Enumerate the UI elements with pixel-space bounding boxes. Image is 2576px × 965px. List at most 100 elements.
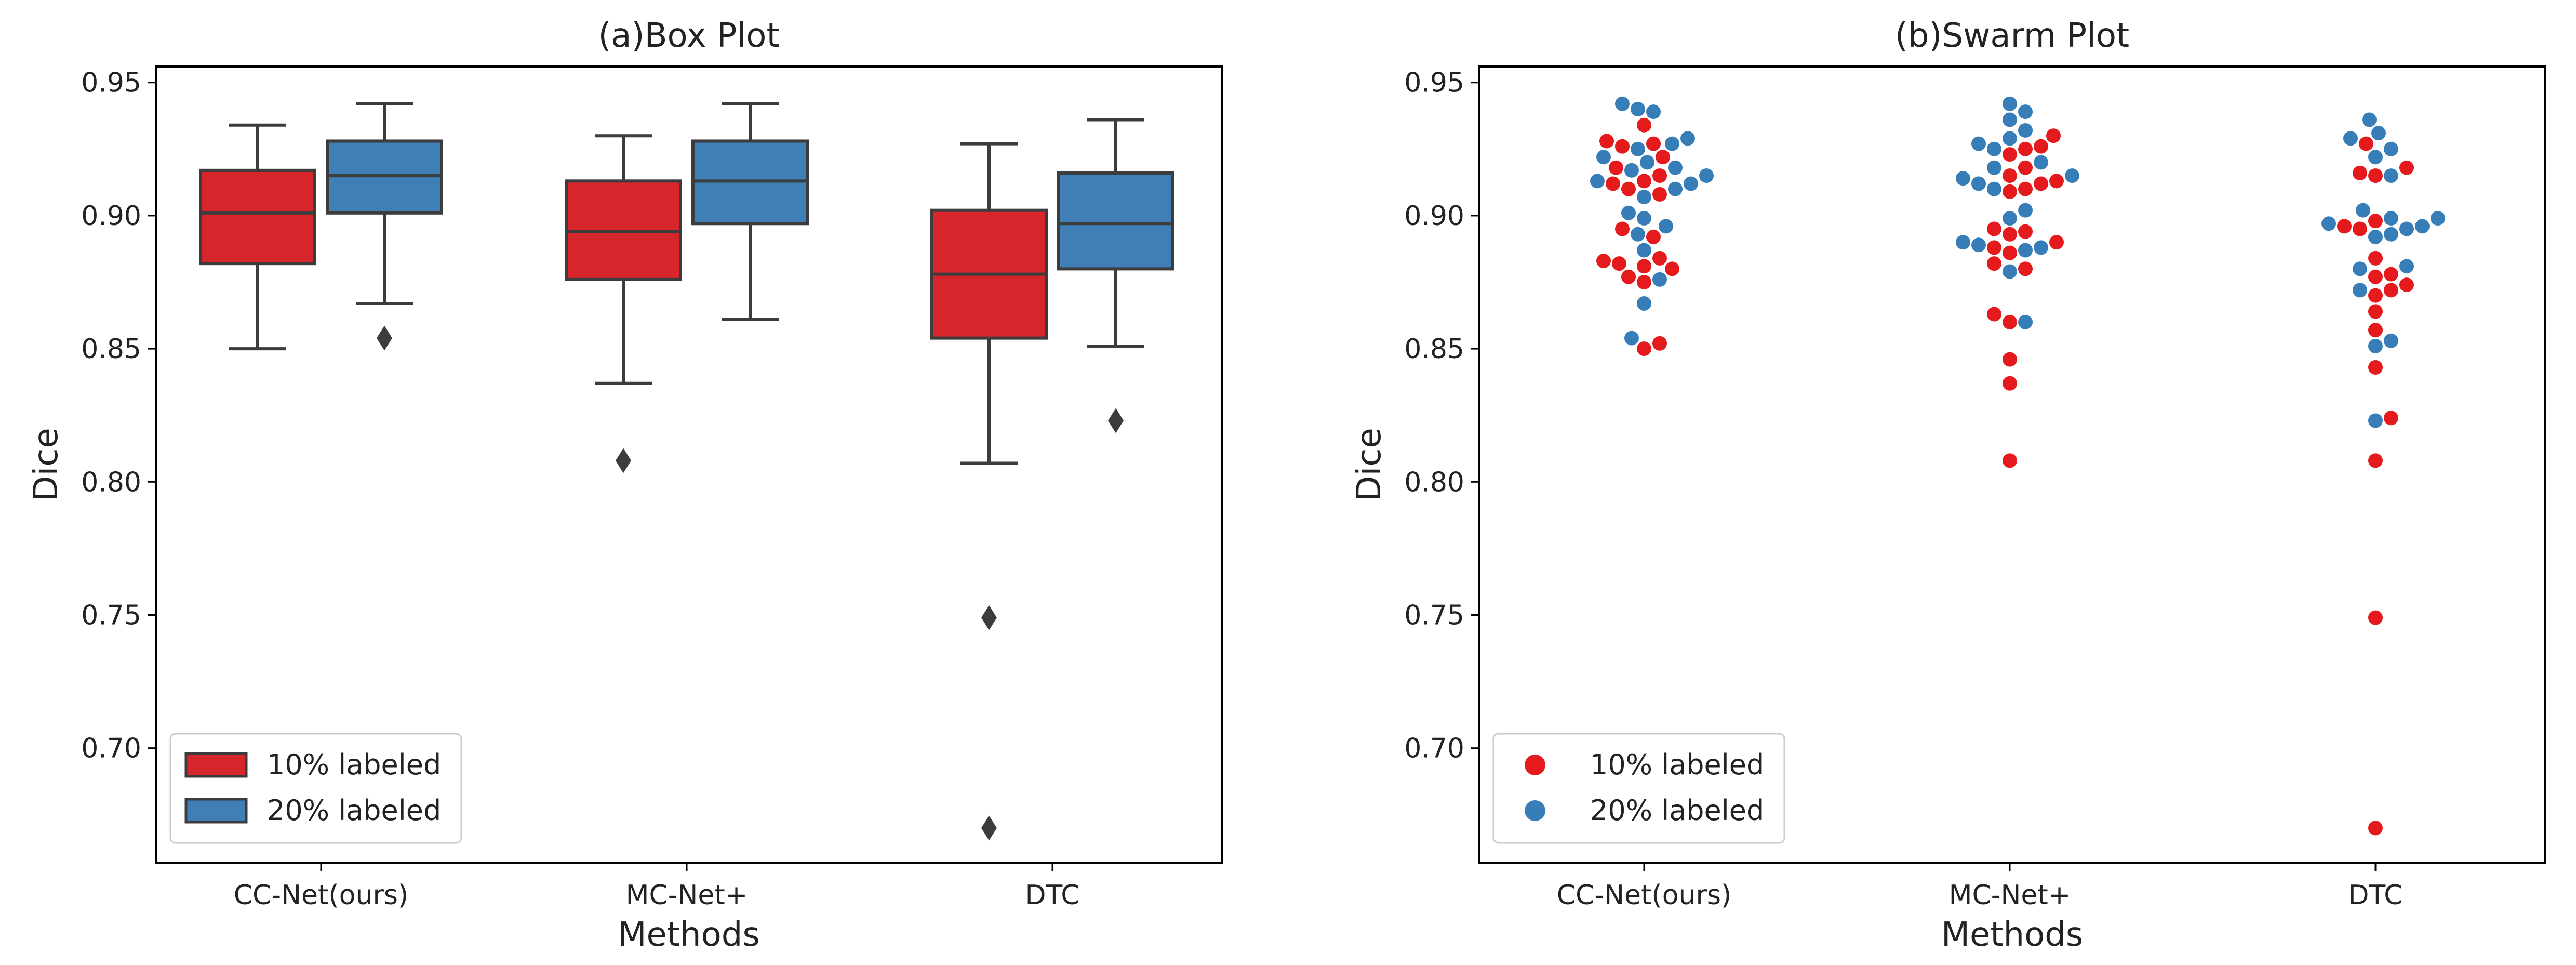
swarm-point [1665,261,1679,276]
swarm-point [1646,104,1661,120]
swarm-point [1680,131,1695,146]
swarm-point [2034,139,2048,154]
legend-swatch [184,798,248,824]
swarm-point [1637,243,1651,258]
swarm-point [1956,171,1970,186]
swarm-point [2368,250,2383,266]
x-tick-label: CC-Net(ours) [234,880,408,911]
legend-label: 20% labeled [1590,794,1764,827]
swarm-point [1631,101,1645,116]
swarm-point [2003,112,2017,127]
swarm-point [1646,229,1661,244]
y-tick-label: 0.75 [81,600,141,631]
swarm-point [2368,269,2383,284]
legend-swatch [1525,755,1545,775]
swarm-point [2399,277,2414,293]
box-0-2 [930,142,1048,841]
swarm-point [2018,224,2033,239]
x-tick-label: MC-Net+ [1949,880,2071,911]
swarm-point [2384,141,2398,156]
swarm-point [2353,283,2367,298]
legend-swatch [1525,800,1545,821]
swarm-point [1637,296,1651,311]
swarm-point [2003,131,2017,146]
swarm-point [1615,139,1630,154]
swarm-point [2368,168,2383,183]
swarm-point [1668,160,1683,175]
swarm-point [1631,227,1645,242]
swarm-point [2065,168,2079,183]
box-1-0 [326,102,443,351]
swarm-plot-panel: 0.70 0.75 0.80 0.85 0.90 0.95 CC-Net(ours) MC-N… [1350,17,2546,954]
swarm-point [1987,181,2001,196]
swarm-point [1624,331,1639,346]
swarm-point [1987,307,2001,322]
swarm-point [1599,134,1614,149]
swarm-point [1987,141,2001,156]
legend: 10% labeled 20% labeled [1492,733,1785,844]
swarm-point [1637,117,1651,133]
swarm-point [2384,211,2398,226]
swarm-point [2356,203,2370,218]
box-1-2 [1057,118,1174,433]
y-tick-label: 0.70 [1404,733,1464,764]
swarm-point [2415,219,2430,234]
y-tick-label: 0.95 [81,68,141,99]
swarm-point [2368,413,2383,428]
swarm-point [2384,411,2398,426]
swarm-point [2353,221,2367,236]
swarm-point [1987,160,2001,175]
swarm-point [2337,219,2352,234]
swarm-point [2368,214,2383,229]
swarm-point [2368,323,2383,338]
swarm-point [2368,288,2383,303]
x-tick-label: MC-Net+ [626,880,748,911]
swarm-point [1652,272,1667,287]
swarm-point [1956,235,1970,250]
swarm-point [1652,187,1667,202]
swarm-point [1596,150,1611,165]
swarm-point [1971,176,1986,191]
swarm-point [2368,304,2383,319]
plot-frame [155,65,1223,864]
swarm-point [2343,131,2358,146]
swarm-point [2018,243,2033,258]
swarm-point [2353,261,2367,276]
chart-title: (b)Swarm Plot [1895,17,2129,55]
swarm-point [2003,184,2017,199]
legend: 10% labeled 20% labeled [169,733,462,844]
swarm-point [2368,338,2383,353]
swarm-point [1637,341,1651,356]
outlier-marker [1108,408,1124,433]
y-tick-label: 0.90 [81,201,141,232]
swarm-point [2018,160,2033,175]
swarm-point [1637,190,1651,205]
box-0-1 [565,134,682,473]
swarm-point [2003,227,2017,242]
y-axis-label: Dice [1350,428,1389,501]
swarm-point [1971,237,1986,253]
swarm-point [1615,96,1630,111]
legend-label: 20% labeled [267,794,441,827]
swarm-point [1637,259,1651,274]
swarm-point [1606,176,1620,191]
swarm-point [2018,181,2033,196]
outlier-marker [981,815,997,841]
swarm-point [2003,376,2017,391]
swarm-point [2384,267,2398,282]
swarm-point [1652,336,1667,351]
swarm-point [2399,221,2414,236]
swarm-point [2049,235,2064,250]
swarm-point [2034,240,2048,255]
outlier-marker [981,605,997,630]
outlier-marker [377,325,392,351]
swarm-point [2003,245,2017,260]
box-1-1 [691,102,809,321]
swarm-point [2018,314,2033,329]
swarm-point [2384,333,2398,348]
swarm-point [2003,453,2017,468]
x-axis-label: Methods [1941,916,2083,954]
plot-frame [1478,65,2546,864]
box-body [1057,171,1174,271]
swarm-point [1640,155,1654,170]
